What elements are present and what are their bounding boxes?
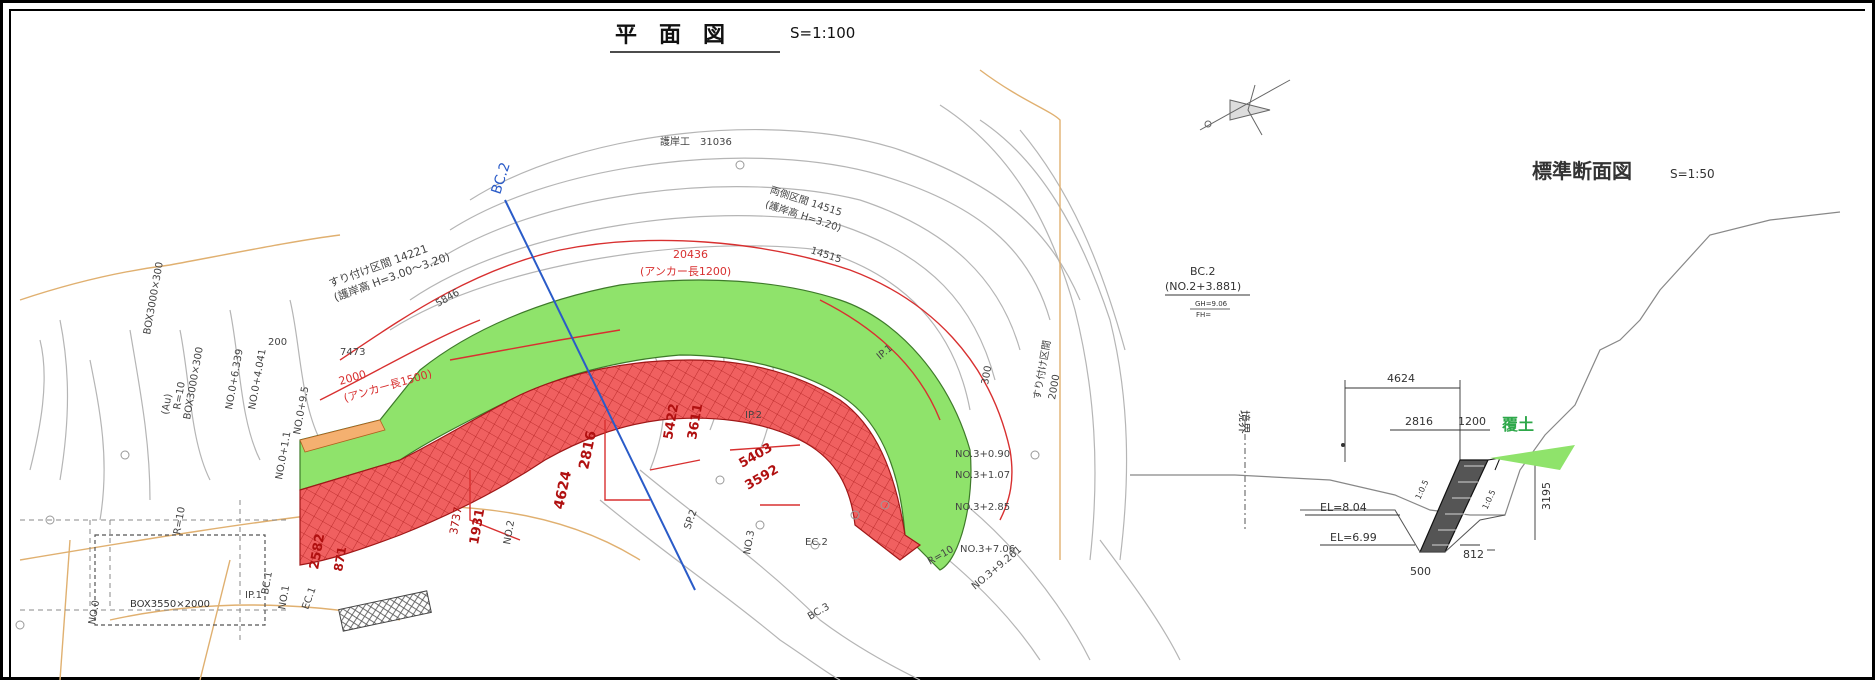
point-r10c: R=10: [172, 506, 188, 536]
section-title: 標準断面図: [1532, 159, 1632, 183]
revetment-red-band: [299, 359, 922, 566]
slope1-label: 1:0.5: [1414, 478, 1431, 500]
construction-lines: [20, 500, 290, 640]
dim-1931: 1931: [467, 507, 488, 545]
point-ip1b: IP.1: [245, 590, 262, 601]
hatched-strip: [338, 590, 432, 632]
station-i: NO.0: [87, 599, 102, 625]
gh-label: GH=9.06: [1195, 300, 1228, 308]
right-fill-value: 2000: [1047, 374, 1062, 401]
station-a: NO.3+0.90: [955, 449, 1010, 460]
cover-soil-label: 覆土: [1501, 415, 1534, 434]
marker-dot: [1341, 443, 1345, 447]
dim-top: 4624: [1387, 372, 1415, 385]
dim-300: 300: [980, 365, 994, 386]
section-scale: S=1:50: [1670, 167, 1715, 181]
dim-2816: 2816: [576, 429, 600, 470]
point-ip2: IP.2: [745, 410, 762, 421]
point-sp2: SP.2: [682, 508, 699, 531]
station-h: NO.1: [277, 584, 292, 610]
point-ec2: EC.2: [805, 537, 828, 548]
au-label: (Au): [160, 393, 174, 416]
station-k: NO.0+4.041: [247, 348, 269, 410]
station-c: NO.3+2.85: [955, 502, 1010, 513]
plan-view: 平 面 図 S=1:100 護岸工 31036 BC.2 すり付け区間 1422…: [15, 23, 1181, 680]
survey-markers: [15, 160, 1040, 630]
box-culvert-label: BOX3550×2000: [130, 599, 210, 610]
anchor-rod: [1487, 457, 1501, 471]
dim-2582: 2582: [307, 532, 328, 570]
revetment-block: [1419, 459, 1489, 553]
boundary-label: 境界: [1237, 410, 1252, 434]
box-culvert-side: BOX3000×300: [142, 261, 166, 335]
section-view: 標準断面図 S=1:50 BC.2 (NO.2+3.881) GH=9.06 F…: [1130, 79, 1841, 578]
dimension-lines: [1344, 380, 1536, 551]
dim-3737: 3737: [447, 506, 465, 536]
box-culvert-main: [94, 534, 266, 626]
revetment-hatch: [1432, 465, 1484, 546]
station-m: NO.0+9.5: [292, 386, 311, 436]
dim-bottom: 500: [1410, 565, 1431, 578]
dim-4624: 4624: [551, 469, 575, 511]
dim-871: 871: [331, 545, 349, 572]
dim-200: 200: [268, 337, 287, 348]
anchor-short-length: 2000: [337, 368, 367, 388]
el-upper: EL=8.04: [1320, 501, 1367, 514]
inner-frame: [9, 9, 1865, 679]
station-g: NO.2: [502, 519, 517, 545]
station-l: NO.0+6.339: [224, 348, 246, 410]
channel-line: [1300, 509, 1506, 553]
dim-height: 3195: [1540, 482, 1553, 510]
station-b: NO.3+1.07: [955, 470, 1010, 481]
cover-soil-area: [1490, 445, 1575, 470]
anchor-long-note: (アンカー長1200): [640, 265, 731, 278]
orange-strip: [299, 419, 386, 453]
slope2-label: 1:0.5: [1481, 488, 1498, 510]
dim-base: 812: [1463, 548, 1484, 561]
fill-section-label: すり付け区間 14221 (護岸高 H=3.00～3.20): [327, 242, 452, 304]
dim-5422: 5422: [661, 402, 682, 440]
station-j: NO.0+1.1: [274, 431, 293, 481]
el-lower: EL=6.99: [1330, 531, 1377, 544]
anchor-long-length: 20436: [673, 248, 708, 261]
station-d: NO.3+7.06: [960, 544, 1015, 555]
bc-station: (NO.2+3.881): [1165, 280, 1241, 293]
plan-scale: S=1:100: [790, 24, 855, 42]
dim-3611: 3611: [685, 402, 706, 440]
plan-title: 平 面 図: [615, 23, 725, 48]
dim-7473: 7473: [340, 347, 365, 358]
terrain-line: [1130, 211, 1841, 516]
section-line-bc2: [504, 199, 696, 591]
dim-right: 1200: [1458, 415, 1486, 428]
bc-label: BC.2: [1190, 265, 1216, 278]
north-arrow-icon: [1199, 79, 1291, 136]
fh-label: FH=: [1196, 311, 1211, 319]
station-f: NO.3: [742, 529, 757, 555]
dim-left: 2816: [1405, 415, 1433, 428]
point-bc1: BC.1: [260, 571, 275, 596]
revetment-label: 護岸工 31036: [660, 135, 732, 148]
point-r10a: R=10: [172, 381, 188, 411]
anchor-lines: [319, 239, 1013, 541]
dim-5846: 5846: [434, 287, 462, 309]
